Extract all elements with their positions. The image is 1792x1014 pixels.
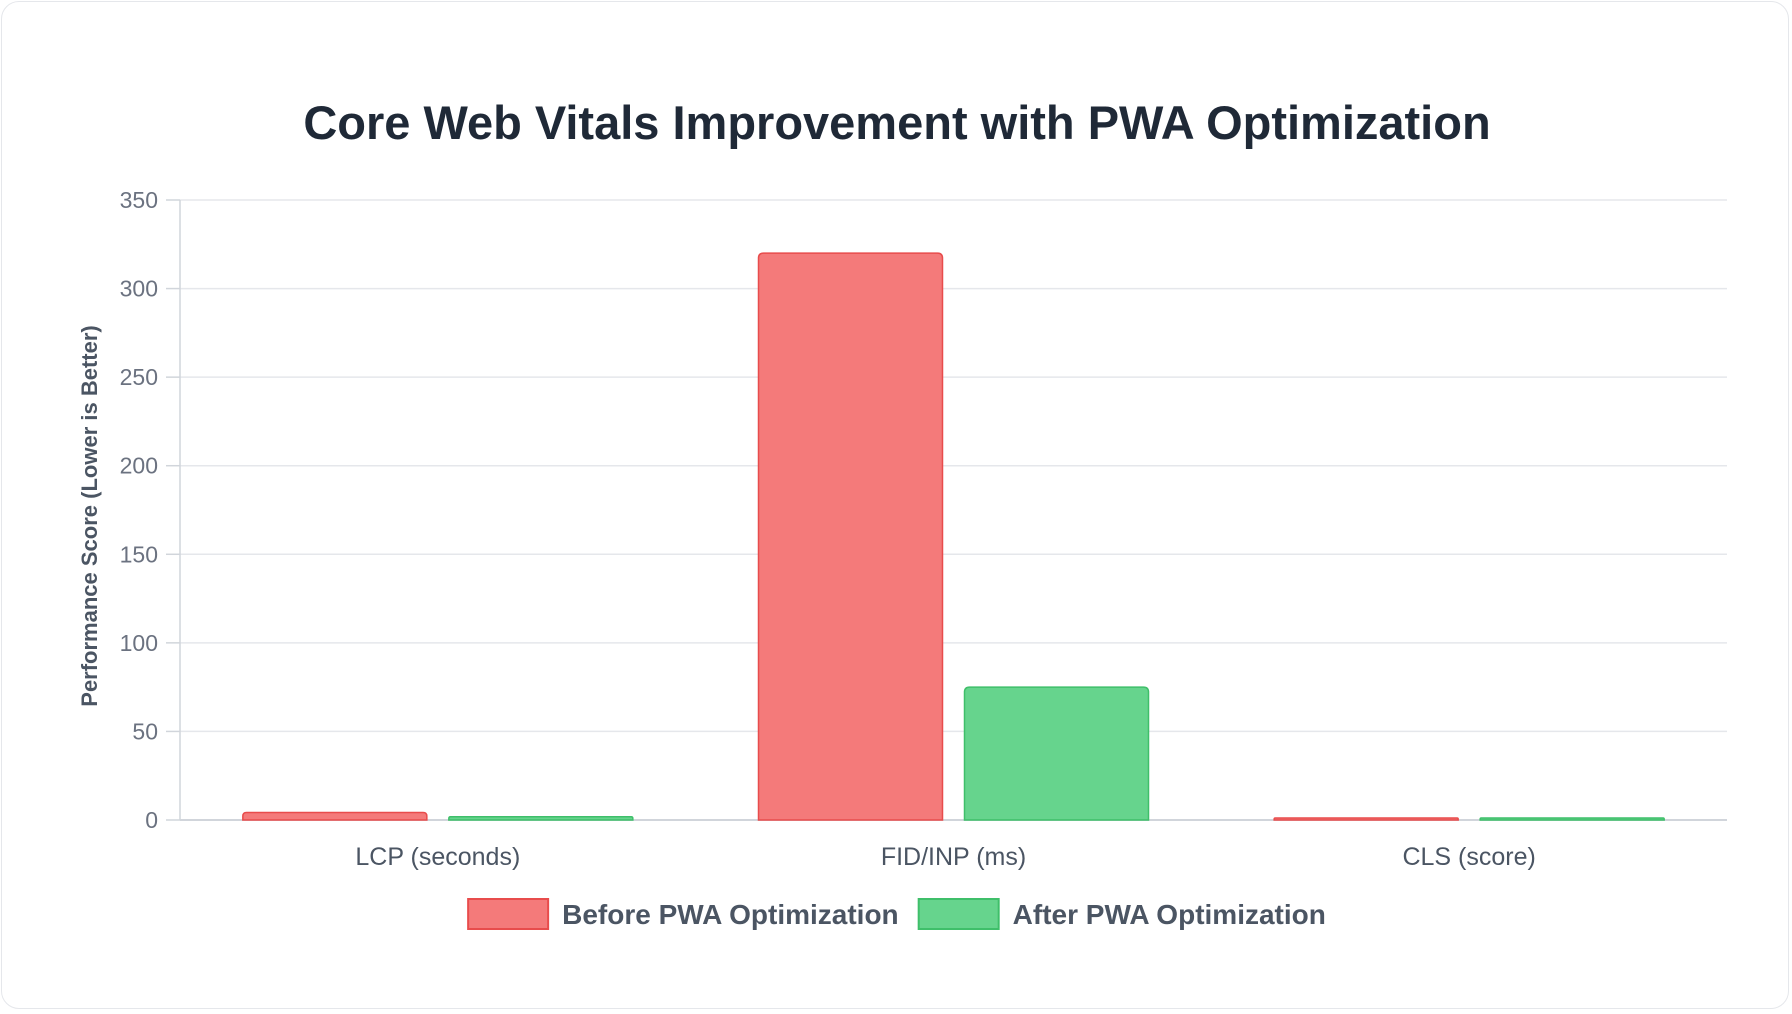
legend-swatch-before	[467, 898, 550, 930]
x-tick-label: CLS (score)	[1402, 843, 1535, 871]
y-tick-label: 250	[120, 364, 158, 390]
x-tick-label: LCP (seconds)	[355, 843, 520, 871]
bar-after-1	[448, 816, 634, 821]
bar-after-3	[1479, 817, 1665, 821]
chart-title: Core Web Vitals Improvement with PWA Opt…	[303, 96, 1490, 149]
bar-before-3	[1273, 817, 1459, 821]
bar-after-2	[963, 686, 1150, 821]
y-tick-label: 350	[120, 187, 158, 213]
y-tick-label: 100	[120, 630, 158, 656]
legend-label-before: Before PWA Optimization	[562, 899, 899, 930]
bars	[242, 252, 1665, 821]
legend: Before PWA Optimization After PWA Optimiz…	[467, 898, 1326, 930]
bar-before-1	[242, 811, 428, 821]
gridlines	[180, 199, 1727, 733]
legend-label-after: After PWA Optimization	[1013, 899, 1326, 930]
legend-swatch-after	[917, 898, 1000, 930]
x-axis: LCP (seconds) FID/INP (ms) CLS (score)	[180, 819, 1727, 871]
y-tick-label: 200	[120, 453, 158, 479]
y-axis: 0 50 100 150 200 250 300 350	[120, 187, 181, 833]
y-tick-label: 150	[120, 541, 158, 567]
y-tick-label: 300	[120, 276, 158, 302]
y-tick-label: 50	[132, 718, 158, 744]
y-tick-label: 0	[145, 807, 158, 833]
bar-before-2	[757, 252, 944, 821]
x-tick-label: FID/INP (ms)	[881, 843, 1026, 871]
y-axis-label: Performance Score (Lower is Better)	[77, 325, 102, 706]
